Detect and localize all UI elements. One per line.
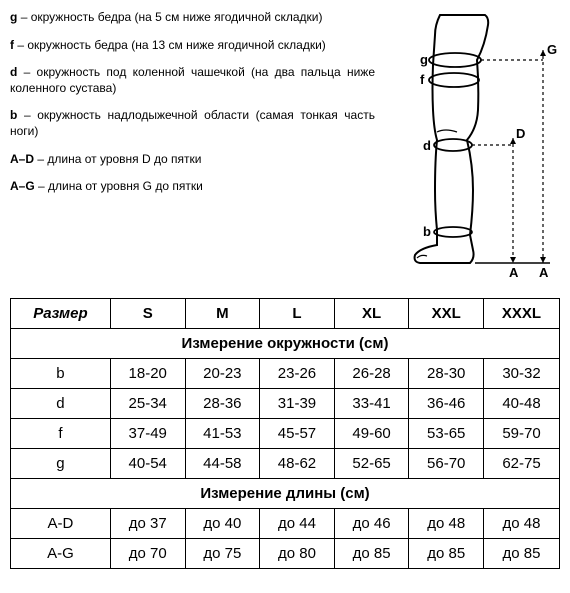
label-A1: A — [509, 265, 519, 280]
def-letter-f: f — [10, 38, 14, 52]
cell: 45-57 — [260, 419, 335, 449]
cell: 49-60 — [334, 419, 409, 449]
cell: 26-28 — [334, 359, 409, 389]
row-label-ad: A-D — [11, 509, 111, 539]
row-label-g: g — [11, 449, 111, 479]
length-header-text: Измерение длины (см) — [11, 479, 560, 509]
definitions-list: g – окружность бедра (на 5 см ниже ягоди… — [10, 10, 375, 283]
leg-diagram-svg: g f d b D G A A — [385, 10, 560, 280]
cell: 62-75 — [484, 449, 560, 479]
cell: 33-41 — [334, 389, 409, 419]
size-table: Размер S M L XL XXL XXXL Измерение окруж… — [10, 298, 560, 569]
size-col-m: M — [185, 299, 260, 329]
cell: до 85 — [334, 539, 409, 569]
row-label-ag: A-G — [11, 539, 111, 569]
row-label-b: b — [11, 359, 111, 389]
cell: до 85 — [409, 539, 484, 569]
cell: до 44 — [260, 509, 335, 539]
def-letter-ad: A–D — [10, 152, 34, 166]
cell: 48-62 — [260, 449, 335, 479]
def-text-g: – окружность бедра (на 5 см ниже ягодичн… — [21, 10, 323, 24]
cell: 31-39 — [260, 389, 335, 419]
label-f: f — [420, 72, 425, 87]
leg-diagram: g f d b D G A A — [385, 10, 560, 283]
size-label-header: Размер — [11, 299, 111, 329]
def-text-ag: – длина от уровня G до пятки — [38, 179, 203, 193]
cell: 40-48 — [484, 389, 560, 419]
circumference-section-header: Измерение окружности (см) — [11, 329, 560, 359]
definition-row: g – окружность бедра (на 5 см ниже ягоди… — [10, 10, 375, 26]
size-col-l: L — [260, 299, 335, 329]
definition-row: A–D – длина от уровня D до пятки — [10, 152, 375, 168]
definition-row: f – окружность бедра (на 13 см ниже ягод… — [10, 38, 375, 54]
def-text-b: – окружность надлодыжечной области (сама… — [10, 108, 375, 138]
cell: 52-65 — [334, 449, 409, 479]
cell: 30-32 — [484, 359, 560, 389]
cell: 20-23 — [185, 359, 260, 389]
cell: до 75 — [185, 539, 260, 569]
def-letter-d: d — [10, 65, 17, 79]
label-G: G — [547, 42, 557, 57]
cell: до 48 — [484, 509, 560, 539]
cell: до 48 — [409, 509, 484, 539]
cell: 59-70 — [484, 419, 560, 449]
table-row: f 37-49 41-53 45-57 49-60 53-65 59-70 — [11, 419, 560, 449]
label-b: b — [423, 224, 431, 239]
label-D: D — [516, 126, 525, 141]
cell: до 40 — [185, 509, 260, 539]
table-row: A-G до 70 до 75 до 80 до 85 до 85 до 85 — [11, 539, 560, 569]
definition-row: A–G – длина от уровня G до пятки — [10, 179, 375, 195]
def-text-f: – окружность бедра (на 13 см ниже ягодич… — [17, 38, 325, 52]
size-col-s: S — [110, 299, 185, 329]
label-d: d — [423, 138, 431, 153]
def-letter-b: b — [10, 108, 17, 122]
cell: 18-20 — [110, 359, 185, 389]
def-letter-ag: A–G — [10, 179, 35, 193]
size-col-xxxl: XXXL — [484, 299, 560, 329]
definition-row: b – окружность надлодыжечной области (са… — [10, 108, 375, 139]
cell: 44-58 — [185, 449, 260, 479]
def-text-d: – окружность под коленной чашечкой (на д… — [10, 65, 375, 95]
cell: 25-34 — [110, 389, 185, 419]
size-col-xl: XL — [334, 299, 409, 329]
cell: 37-49 — [110, 419, 185, 449]
cell: до 70 — [110, 539, 185, 569]
cell: до 37 — [110, 509, 185, 539]
row-label-f: f — [11, 419, 111, 449]
cell: 56-70 — [409, 449, 484, 479]
table-row: d 25-34 28-36 31-39 33-41 36-46 40-48 — [11, 389, 560, 419]
def-letter-g: g — [10, 10, 17, 24]
cell: до 80 — [260, 539, 335, 569]
cell: 40-54 — [110, 449, 185, 479]
cell: до 46 — [334, 509, 409, 539]
table-row: b 18-20 20-23 23-26 26-28 28-30 30-32 — [11, 359, 560, 389]
cell: 36-46 — [409, 389, 484, 419]
cell: 23-26 — [260, 359, 335, 389]
cell: 28-30 — [409, 359, 484, 389]
def-text-ad: – длина от уровня D до пятки — [37, 152, 201, 166]
circumference-header-text: Измерение окружности (см) — [11, 329, 560, 359]
label-A2: A — [539, 265, 549, 280]
cell: 41-53 — [185, 419, 260, 449]
size-col-xxl: XXL — [409, 299, 484, 329]
table-row: A-D до 37 до 40 до 44 до 46 до 48 до 48 — [11, 509, 560, 539]
length-section-header: Измерение длины (см) — [11, 479, 560, 509]
row-label-d: d — [11, 389, 111, 419]
cell: 53-65 — [409, 419, 484, 449]
table-row: g 40-54 44-58 48-62 52-65 56-70 62-75 — [11, 449, 560, 479]
cell: до 85 — [484, 539, 560, 569]
cell: 28-36 — [185, 389, 260, 419]
label-g: g — [420, 52, 428, 67]
definition-row: d – окружность под коленной чашечкой (на… — [10, 65, 375, 96]
top-section: g – окружность бедра (на 5 см ниже ягоди… — [10, 10, 560, 283]
table-header-row: Размер S M L XL XXL XXXL — [11, 299, 560, 329]
